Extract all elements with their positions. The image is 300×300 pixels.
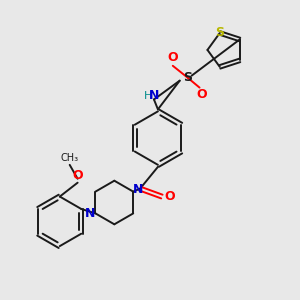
Text: O: O bbox=[196, 88, 207, 101]
Text: CH₃: CH₃ bbox=[61, 153, 79, 163]
Text: S: S bbox=[183, 71, 192, 84]
Text: O: O bbox=[72, 169, 83, 182]
Text: S: S bbox=[215, 26, 224, 40]
Text: N: N bbox=[85, 207, 96, 220]
Text: N: N bbox=[133, 183, 143, 196]
Text: O: O bbox=[167, 51, 178, 64]
Text: H: H bbox=[144, 91, 152, 100]
Text: N: N bbox=[149, 89, 159, 102]
Text: O: O bbox=[164, 190, 175, 203]
